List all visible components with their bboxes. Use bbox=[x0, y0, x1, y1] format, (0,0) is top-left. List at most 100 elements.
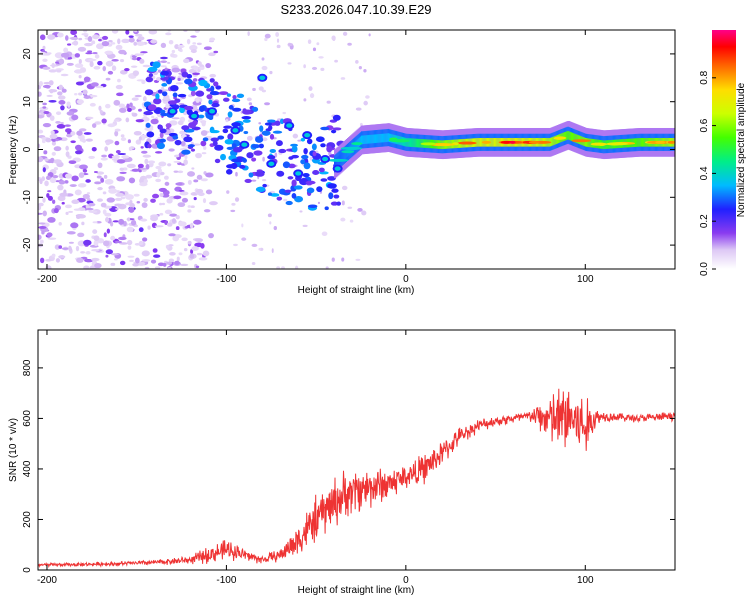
heatmap-cell bbox=[246, 152, 254, 159]
heatmap-cell bbox=[264, 122, 273, 126]
heatmap-cell bbox=[159, 192, 164, 198]
heatmap-cell bbox=[174, 44, 180, 50]
heatmap-cell bbox=[222, 128, 229, 134]
heatmap-cell bbox=[163, 175, 169, 180]
heatmap-cell bbox=[251, 157, 257, 162]
heatmap-cell bbox=[95, 221, 102, 224]
heatmap-cell bbox=[85, 250, 91, 255]
heatmap-cell bbox=[138, 108, 142, 112]
heatmap-cell bbox=[127, 255, 135, 258]
heatmap-cell bbox=[75, 150, 83, 155]
heatmap-cell bbox=[295, 171, 302, 176]
heatmap-cell bbox=[88, 202, 96, 207]
heatmap-cell bbox=[141, 259, 151, 262]
heatmap-cell bbox=[196, 252, 203, 256]
heatmap-cell bbox=[137, 163, 144, 169]
heatmap-cell bbox=[191, 246, 199, 252]
heatmap-cell bbox=[70, 140, 76, 144]
heatmap-cell bbox=[259, 125, 264, 132]
heatmap-cell bbox=[306, 138, 313, 145]
y-tick-label: 400 bbox=[22, 460, 33, 477]
heatmap-cell bbox=[132, 263, 140, 267]
heatmap-cell bbox=[38, 156, 44, 163]
heatmap-cell bbox=[118, 49, 127, 55]
heatmap-cell bbox=[315, 136, 325, 143]
heatmap-cell bbox=[361, 210, 367, 216]
heatmap-cell bbox=[38, 80, 43, 87]
heatmap-cell bbox=[52, 199, 56, 204]
heatmap-cell bbox=[75, 245, 80, 252]
heatmap-cell bbox=[140, 218, 148, 222]
heatmap-cell bbox=[53, 208, 59, 214]
heatmap-cell bbox=[183, 247, 188, 252]
heatmap-cell bbox=[94, 121, 102, 125]
heatmap-cell bbox=[38, 205, 42, 211]
heatmap-cell bbox=[101, 118, 107, 124]
heatmap-cell bbox=[208, 232, 214, 239]
heatmap-cell bbox=[173, 195, 182, 200]
heatmap-cell bbox=[267, 119, 276, 123]
heatmap-cell bbox=[115, 207, 119, 210]
heatmap-cell bbox=[230, 162, 238, 170]
heatmap-cell bbox=[178, 252, 183, 256]
heatmap-cell bbox=[251, 106, 259, 112]
heatmap-cell bbox=[92, 34, 100, 40]
heatmap-cell bbox=[97, 162, 103, 169]
colorbar: 0.0 0.2 0.4 0.6 0.8 Normalized spectral ampl… bbox=[699, 30, 747, 276]
heatmap-cell bbox=[113, 119, 120, 122]
heatmap-cell bbox=[103, 240, 110, 247]
heatmap-cell bbox=[181, 237, 188, 242]
heatmap-cell bbox=[203, 209, 211, 213]
heatmap-cell bbox=[331, 188, 339, 193]
heatmap-cell bbox=[128, 35, 134, 38]
heatmap-cell bbox=[159, 212, 164, 216]
heatmap-cell bbox=[97, 186, 103, 191]
heatmap-cell bbox=[332, 127, 342, 131]
heatmap-cell bbox=[606, 142, 629, 146]
heatmap-cell bbox=[194, 238, 204, 242]
heatmap-cell bbox=[187, 240, 192, 245]
heatmap-cell bbox=[388, 139, 410, 143]
heatmap-cell bbox=[209, 73, 217, 78]
heatmap-cell bbox=[89, 102, 96, 107]
heatmap-cell bbox=[268, 161, 275, 167]
heatmap-cell bbox=[322, 156, 329, 162]
heatmap-cell bbox=[77, 232, 85, 238]
heatmap-cell bbox=[91, 40, 96, 45]
heatmap-cell bbox=[129, 200, 133, 204]
heatmap-cell bbox=[208, 99, 213, 105]
heatmap-cell bbox=[214, 144, 224, 151]
heatmap-cell bbox=[136, 200, 141, 204]
heatmap-cell bbox=[116, 92, 124, 97]
heatmap-cell bbox=[239, 164, 246, 169]
heatmap-cell bbox=[128, 207, 135, 213]
heatmap-cell bbox=[58, 100, 66, 105]
heatmap-cell bbox=[70, 131, 76, 136]
heatmap-cell bbox=[287, 43, 294, 47]
heatmap-cell bbox=[269, 70, 273, 75]
heatmap-cell bbox=[150, 39, 158, 44]
heatmap-cell bbox=[153, 97, 162, 105]
heatmap-cell bbox=[191, 167, 195, 170]
heatmap-cell bbox=[120, 137, 127, 142]
heatmap-cell bbox=[334, 166, 341, 171]
heatmap-cell bbox=[212, 140, 218, 147]
heatmap-cell bbox=[41, 230, 45, 235]
heatmap-cell bbox=[320, 178, 328, 182]
heatmap-cell bbox=[68, 160, 77, 164]
heatmap-cell bbox=[156, 172, 161, 178]
heatmap-cell bbox=[271, 248, 274, 253]
heatmap-cell bbox=[274, 152, 278, 158]
heatmap-cell bbox=[56, 69, 62, 73]
heatmap-cell bbox=[64, 180, 69, 184]
heatmap-cell bbox=[43, 81, 52, 85]
heatmap-cell bbox=[571, 139, 591, 143]
heatmap-cell bbox=[86, 192, 91, 195]
heatmap-cell bbox=[509, 140, 516, 144]
heatmap-cell bbox=[71, 114, 79, 121]
heatmap-cell bbox=[341, 150, 355, 154]
heatmap-cell bbox=[82, 193, 90, 200]
heatmap-cell bbox=[196, 174, 203, 180]
heatmap-cell bbox=[161, 89, 170, 92]
